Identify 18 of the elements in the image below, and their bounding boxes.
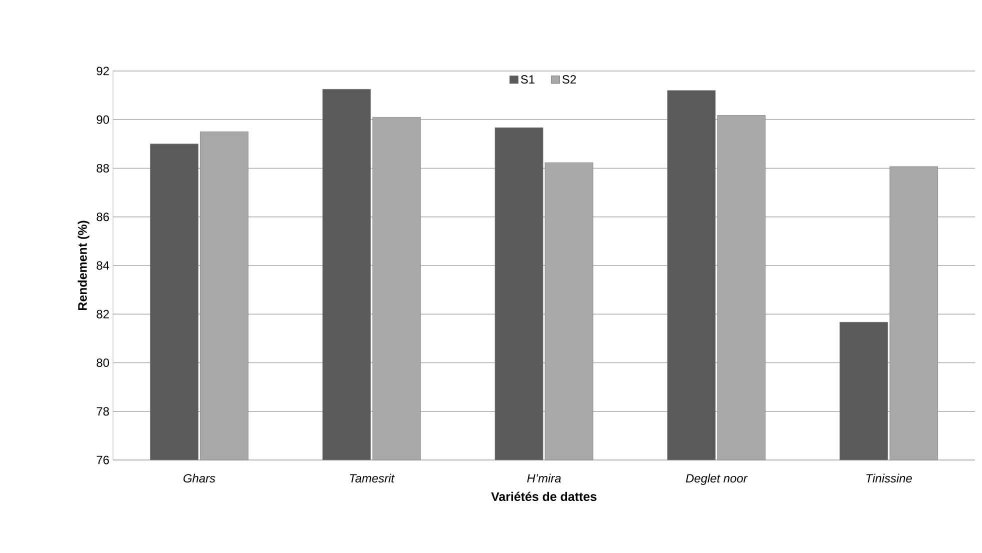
y-tick-label: 92 — [96, 66, 109, 76]
x-axis-title: Variétés de dattes — [491, 492, 596, 502]
legend-label: S2 — [562, 75, 576, 84]
x-tick-label: Tamesrit — [350, 474, 395, 483]
y-tick-label: 82 — [96, 310, 109, 318]
y-axis-title: Rendement (%) — [78, 220, 90, 310]
x-tick-label: Deglet noor — [686, 474, 748, 485]
y-tick-label: 80 — [96, 358, 110, 367]
y-tick-label: 90 — [96, 115, 110, 124]
y-tick-label: 84 — [96, 261, 110, 270]
legend-label: S1 — [520, 75, 534, 84]
x-tick-label: H’mira — [527, 474, 561, 483]
x-tick-label: Tinissine — [866, 474, 912, 483]
x-tick-label: Ghars — [184, 474, 216, 483]
y-tick-label: 86 — [96, 212, 109, 222]
y-tick-label: 88 — [96, 164, 109, 172]
y-tick-label: 78 — [96, 407, 109, 416]
y-tick-label: 76 — [96, 456, 109, 464]
